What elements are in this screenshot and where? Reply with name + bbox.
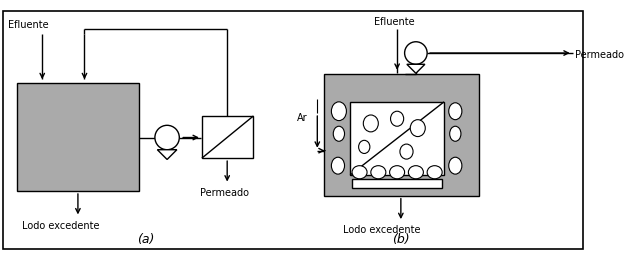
Text: Permeado: Permeado (200, 188, 249, 198)
Circle shape (404, 42, 427, 64)
Text: Efluente: Efluente (7, 20, 48, 30)
Ellipse shape (410, 120, 426, 136)
Ellipse shape (408, 166, 424, 179)
Ellipse shape (449, 103, 462, 120)
Text: (a): (a) (137, 233, 154, 246)
Ellipse shape (389, 166, 404, 179)
Ellipse shape (331, 157, 344, 174)
Bar (202, 116, 253, 158)
Text: Lodo excedente: Lodo excedente (343, 225, 420, 235)
Bar (350, 102, 444, 175)
Ellipse shape (359, 140, 370, 153)
Text: Lodo excedente: Lodo excedente (22, 220, 99, 231)
Ellipse shape (331, 102, 346, 121)
Text: Permeado: Permeado (575, 50, 623, 60)
Ellipse shape (371, 166, 386, 179)
Ellipse shape (352, 166, 367, 179)
Bar (352, 179, 442, 188)
Text: Efluente: Efluente (374, 17, 414, 27)
Bar (324, 74, 479, 196)
Bar (17, 83, 139, 191)
Text: Ar: Ar (296, 113, 307, 123)
Ellipse shape (363, 115, 378, 132)
Ellipse shape (449, 157, 462, 174)
Ellipse shape (427, 166, 442, 179)
Text: (b): (b) (392, 233, 410, 246)
Circle shape (155, 125, 179, 150)
Ellipse shape (333, 126, 344, 141)
Ellipse shape (450, 126, 461, 141)
Ellipse shape (391, 111, 404, 126)
Polygon shape (407, 64, 425, 73)
Polygon shape (157, 150, 177, 159)
Ellipse shape (400, 144, 413, 159)
